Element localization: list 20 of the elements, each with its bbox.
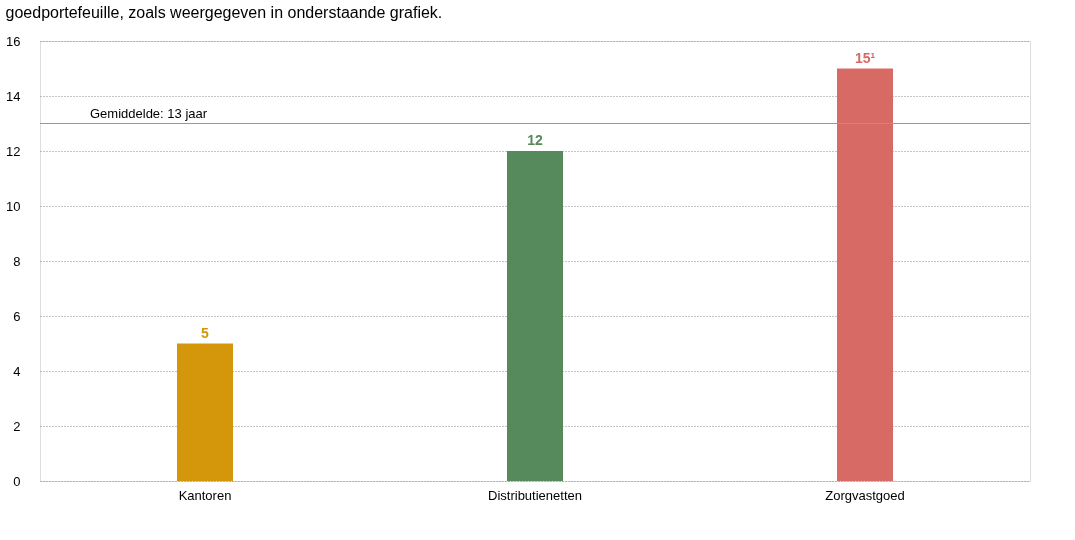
y-tick-label: 14 (6, 88, 21, 104)
ref-line-label: Gemiddelde: 13 jaar (90, 105, 208, 121)
data-label: 12 (527, 132, 543, 148)
bar (177, 343, 233, 481)
bar (507, 151, 563, 481)
y-tick-label: 2 (13, 418, 21, 434)
y-tick-label: 16 (6, 33, 21, 49)
x-tick-label: Zorgvastgoed (825, 487, 905, 503)
chart-title: goedportefeuille, zoals weergegeven in onderstaande grafiek. (5, 4, 443, 21)
bar (837, 68, 893, 481)
y-tick-label: 10 (6, 198, 21, 214)
x-tick-label: Distributienetten (488, 487, 582, 503)
data-label: 15¹ (854, 49, 876, 66)
y-tick-label: 8 (13, 253, 21, 269)
y-tick-label: 4 (13, 363, 21, 379)
x-tick-label: Kantoren (178, 487, 232, 503)
data-label: 5 (201, 324, 210, 341)
y-tick-label: 0 (13, 473, 21, 489)
y-tick-label: 12 (6, 143, 21, 159)
y-tick-label: 6 (13, 308, 21, 324)
